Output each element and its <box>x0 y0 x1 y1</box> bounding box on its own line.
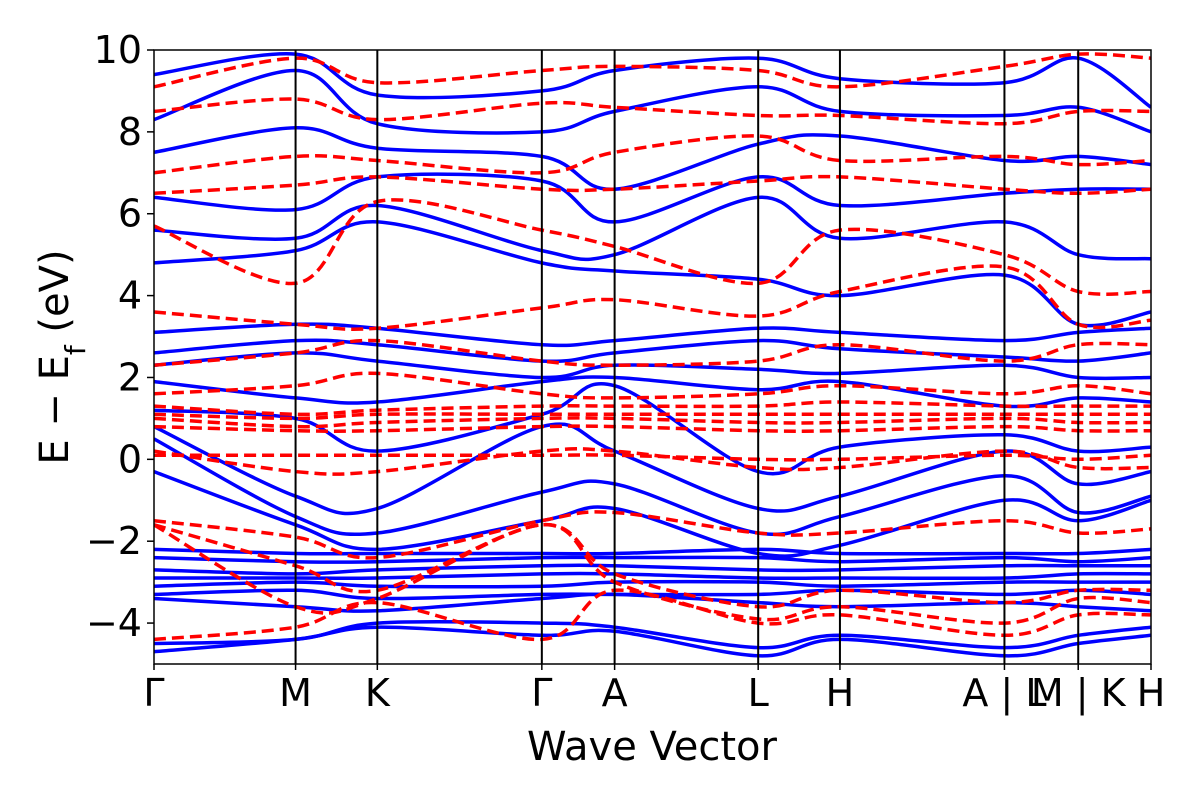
y-axis: −4 −2 0 2 4 6 8 10 <box>86 28 154 645</box>
x-tick-label-7: A | L <box>962 671 1046 716</box>
plot-frame <box>153 49 1152 665</box>
y-axis-label-main: E − E <box>32 355 78 465</box>
dashed-band-3 <box>154 510 1151 560</box>
dashed-band-10 <box>154 371 1151 400</box>
solid-band-3 <box>154 588 1151 601</box>
dashed-band-13 <box>154 198 1151 296</box>
dashed-band-2 <box>154 523 1151 609</box>
dashed-band-8 <box>154 412 1151 421</box>
y-axis-label-unit: (eV) <box>32 249 78 345</box>
solid-band-10 <box>154 437 1151 537</box>
solid-band-7 <box>154 555 1151 564</box>
solid-band-6 <box>154 563 1151 576</box>
solid-band-9 <box>154 469 1151 558</box>
x-tick-label-8: M | K <box>1031 671 1127 716</box>
y-tick-label-2: 0 <box>118 437 142 481</box>
dashed-band-15 <box>154 134 1151 175</box>
dashed-band-7 <box>154 416 1151 429</box>
dashed-band-1 <box>154 523 1151 625</box>
dashed-band-6 <box>154 424 1151 433</box>
solid-band-22 <box>154 51 1151 109</box>
solid-band-20 <box>154 126 1151 191</box>
dashed-band-17 <box>154 52 1151 89</box>
x-tick-label-4: A <box>602 671 628 715</box>
y-tick-label-6: 8 <box>118 110 142 154</box>
solid-band-5 <box>154 571 1151 581</box>
x-tick-label-5: L <box>748 671 769 715</box>
dashed-bands <box>154 52 1151 642</box>
plot-area <box>154 51 1151 658</box>
solid-band-18 <box>154 195 1151 262</box>
y-axis-label: E − Ef (eV) <box>32 249 92 464</box>
dashed-band-12 <box>154 264 1151 331</box>
x-tick-label-0: Γ <box>143 671 164 715</box>
dashed-band-14 <box>154 174 1151 196</box>
dashed-band-5 <box>154 447 1151 476</box>
dashed-band-4 <box>154 453 1151 462</box>
y-tick-label-5: 6 <box>118 192 142 236</box>
x-tick-label-2: K <box>365 671 391 715</box>
dashed-band-9 <box>154 400 1151 417</box>
solid-band-16 <box>154 322 1151 348</box>
y-axis-label-subscript: f <box>59 344 92 355</box>
solid-band-17 <box>154 220 1151 328</box>
solid-band-8 <box>154 547 1151 556</box>
dashed-band-11 <box>154 338 1151 367</box>
x-axis-label: Wave Vector <box>527 724 778 770</box>
solid-band-19 <box>154 172 1151 224</box>
x-tick-label-6: H <box>826 671 855 715</box>
x-tick-label-9: H <box>1137 671 1166 715</box>
kpoint-separators <box>294 50 1080 664</box>
y-tick-label-4: 4 <box>118 274 142 318</box>
solid-band-15 <box>154 338 1151 364</box>
solid-band-1 <box>154 619 1151 650</box>
y-tick-label-7: 10 <box>94 28 142 72</box>
y-tick-label-3: 2 <box>118 355 142 399</box>
y-tick-label-1: −2 <box>86 519 142 563</box>
solid-bands <box>154 51 1151 658</box>
x-tick-label-3: Γ <box>531 671 552 715</box>
y-tick-label-0: −4 <box>86 601 142 645</box>
x-tick-label-1: M <box>279 671 312 715</box>
solid-band-13 <box>154 375 1151 409</box>
solid-band-21 <box>154 68 1151 135</box>
solid-band-12 <box>154 382 1151 476</box>
